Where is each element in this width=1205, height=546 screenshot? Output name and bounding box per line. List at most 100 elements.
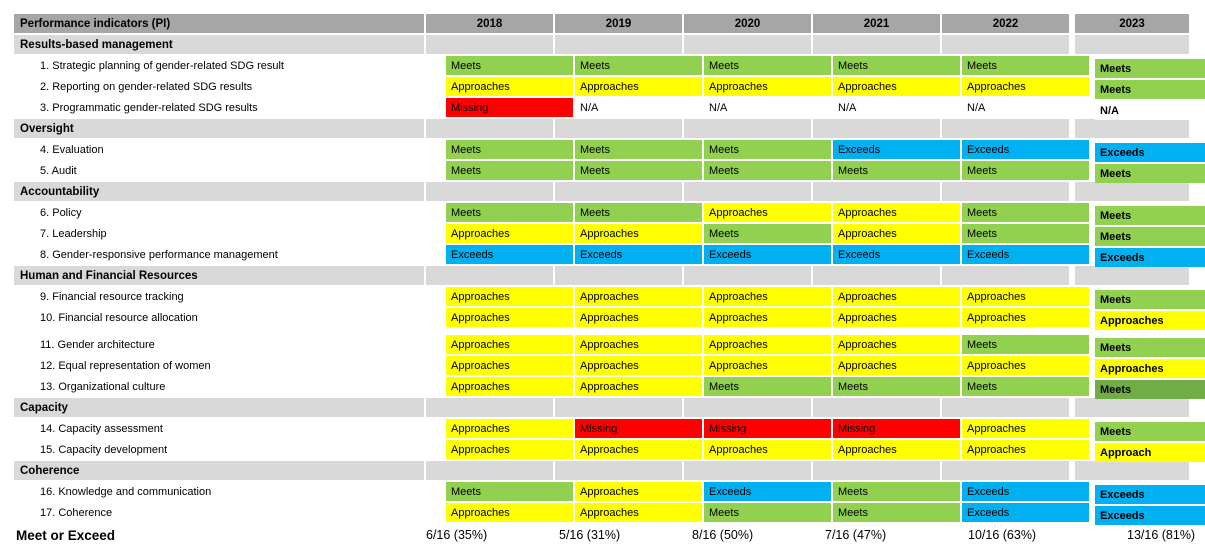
rating-cell-meets_dark: Meets <box>1095 380 1205 399</box>
section-title: Oversight <box>14 119 424 138</box>
rating-cell-approaches: Approaches <box>446 440 573 459</box>
rating-cell-approaches: Approaches <box>446 419 573 438</box>
rating-cell-approaches: Approaches <box>446 356 573 375</box>
rating-cell-exceeds: Exceeds <box>962 140 1089 159</box>
column-header-performance-indicators: Performance indicators (PI) <box>14 14 424 33</box>
rating-cell-exceeds: Exceeds <box>575 245 702 264</box>
rating-cell-na: N/A <box>833 98 960 117</box>
section-row: Accountability <box>14 182 1205 201</box>
indicator-label: 13. Organizational culture <box>14 377 444 396</box>
section-title: Capacity <box>14 398 424 417</box>
section-row: Coherence <box>14 461 1205 480</box>
rating-cell-meets: Meets <box>575 161 702 180</box>
indicator-row: 16. Knowledge and communication Meets Appr… <box>14 482 1205 504</box>
section-cell <box>1075 266 1189 285</box>
rating-cell-meets: Meets <box>833 56 960 75</box>
rating-cell-approaches: Approaches <box>962 287 1089 306</box>
rating-cell-exceeds: Exceeds <box>1095 485 1205 504</box>
indicator-label: 7. Leadership <box>14 224 444 243</box>
rating-cell-approaches: Approaches <box>446 377 573 396</box>
rating-cell-meets: Meets <box>962 203 1089 222</box>
rating-cell-approaches: Approaches <box>575 224 702 243</box>
rating-cell-meets: Meets <box>446 161 573 180</box>
rating-cell-exceeds: Exceeds <box>962 482 1089 501</box>
rating-cell-approaches: Approach <box>1095 443 1205 462</box>
summary-value-2022: 10/16 (63%) <box>954 528 1095 542</box>
rating-cell-approaches: Approaches <box>575 356 702 375</box>
indicator-row: 12. Equal representation of women Approac… <box>14 356 1205 378</box>
section-cell <box>1075 119 1189 138</box>
section-cell <box>1075 182 1189 201</box>
indicator-label: 11. Gender architecture <box>14 335 444 354</box>
section-row: Human and Financial Resources <box>14 266 1205 285</box>
indicator-row: 9. Financial resource tracking Approaches… <box>14 287 1205 309</box>
rating-cell-meets: Meets <box>446 56 573 75</box>
summary-row: Meet or Exceed 6/16 (35%) 5/16 (31%) 8/16 (… <box>14 524 1205 546</box>
section-cell <box>555 398 682 417</box>
rating-cell-meets: Meets <box>962 56 1089 75</box>
rating-cell-meets: Meets <box>575 203 702 222</box>
rating-cell-approaches: Approaches <box>962 77 1089 96</box>
indicator-row: 3. Programmatic gender-related SDG resul… <box>14 98 1205 120</box>
rating-cell-exceeds: Exceeds <box>962 503 1089 522</box>
section-cell <box>813 182 940 201</box>
indicator-row: 8. Gender-responsive performance managem… <box>14 245 1205 267</box>
section-cell <box>426 266 553 285</box>
rating-cell-approaches: Approaches <box>446 335 573 354</box>
section-cell <box>555 35 682 54</box>
indicator-row: 5. Audit Meets Meets Meets Meets Meets Meets <box>14 161 1205 183</box>
rating-cell-approaches: Approaches <box>575 482 702 501</box>
rating-cell-meets: Meets <box>1095 164 1205 183</box>
rating-cell-approaches: Approaches <box>833 224 960 243</box>
section-cell <box>1075 461 1189 480</box>
rating-cell-approaches: Approaches <box>962 308 1089 327</box>
rating-cell-approaches: Approaches <box>446 224 573 243</box>
indicator-label: 3. Programmatic gender-related SDG resul… <box>14 98 444 117</box>
rating-cell-meets: Meets <box>833 377 960 396</box>
rating-cell-approaches: Approaches <box>446 308 573 327</box>
rating-cell-missing: Missing <box>446 98 573 117</box>
indicator-row: 11. Gender architecture Approaches Approac… <box>14 335 1205 357</box>
rating-cell-approaches: Approaches <box>962 440 1089 459</box>
section-cell <box>555 182 682 201</box>
rating-cell-approaches: Approaches <box>575 440 702 459</box>
section-title: Human and Financial Resources <box>14 266 424 285</box>
section-cell <box>426 398 553 417</box>
section-cell <box>813 398 940 417</box>
rating-cell-approaches: Approaches <box>704 77 831 96</box>
indicator-label: 5. Audit <box>14 161 444 180</box>
section-cell <box>942 461 1069 480</box>
section-row: Capacity <box>14 398 1205 417</box>
rating-cell-approaches: Approaches <box>833 203 960 222</box>
rating-cell-approaches: Approaches <box>704 440 831 459</box>
rating-cell-meets: Meets <box>833 482 960 501</box>
indicator-row: 15. Capacity development Approaches Approa… <box>14 440 1205 462</box>
rating-cell-approaches: Approaches <box>833 77 960 96</box>
section-cell <box>942 182 1069 201</box>
rating-cell-meets: Meets <box>704 56 831 75</box>
indicator-label: 14. Capacity assessment <box>14 419 444 438</box>
rating-cell-exceeds: Exceeds <box>704 245 831 264</box>
section-cell <box>813 266 940 285</box>
rating-cell-exceeds: Exceeds <box>962 245 1089 264</box>
arrow-spacer <box>1191 266 1205 285</box>
rating-cell-meets: Meets <box>704 377 831 396</box>
section-cell <box>1075 398 1189 417</box>
indicator-label: 4. Evaluation <box>14 140 444 159</box>
rating-cell-meets: Meets <box>833 161 960 180</box>
rating-cell-approaches: Approaches <box>575 308 702 327</box>
rating-cell-meets: Meets <box>704 503 831 522</box>
arrow-spacer <box>1191 119 1205 138</box>
rating-cell-exceeds: Exceeds <box>704 482 831 501</box>
arrow-spacer <box>1191 398 1205 417</box>
arrow-spacer <box>1191 182 1205 201</box>
indicator-label: 17. Coherence <box>14 503 444 522</box>
rating-cell-meets: Meets <box>1095 338 1205 357</box>
section-cell <box>426 461 553 480</box>
indicator-row: 6. Policy Meets Meets Approaches Approaches M… <box>14 203 1205 225</box>
rating-cell-approaches: Approaches <box>833 356 960 375</box>
rating-cell-meets: Meets <box>446 140 573 159</box>
rating-cell-approaches: Approaches <box>704 203 831 222</box>
arrow-spacer <box>1191 35 1205 54</box>
rating-cell-approaches: Approaches <box>962 356 1089 375</box>
